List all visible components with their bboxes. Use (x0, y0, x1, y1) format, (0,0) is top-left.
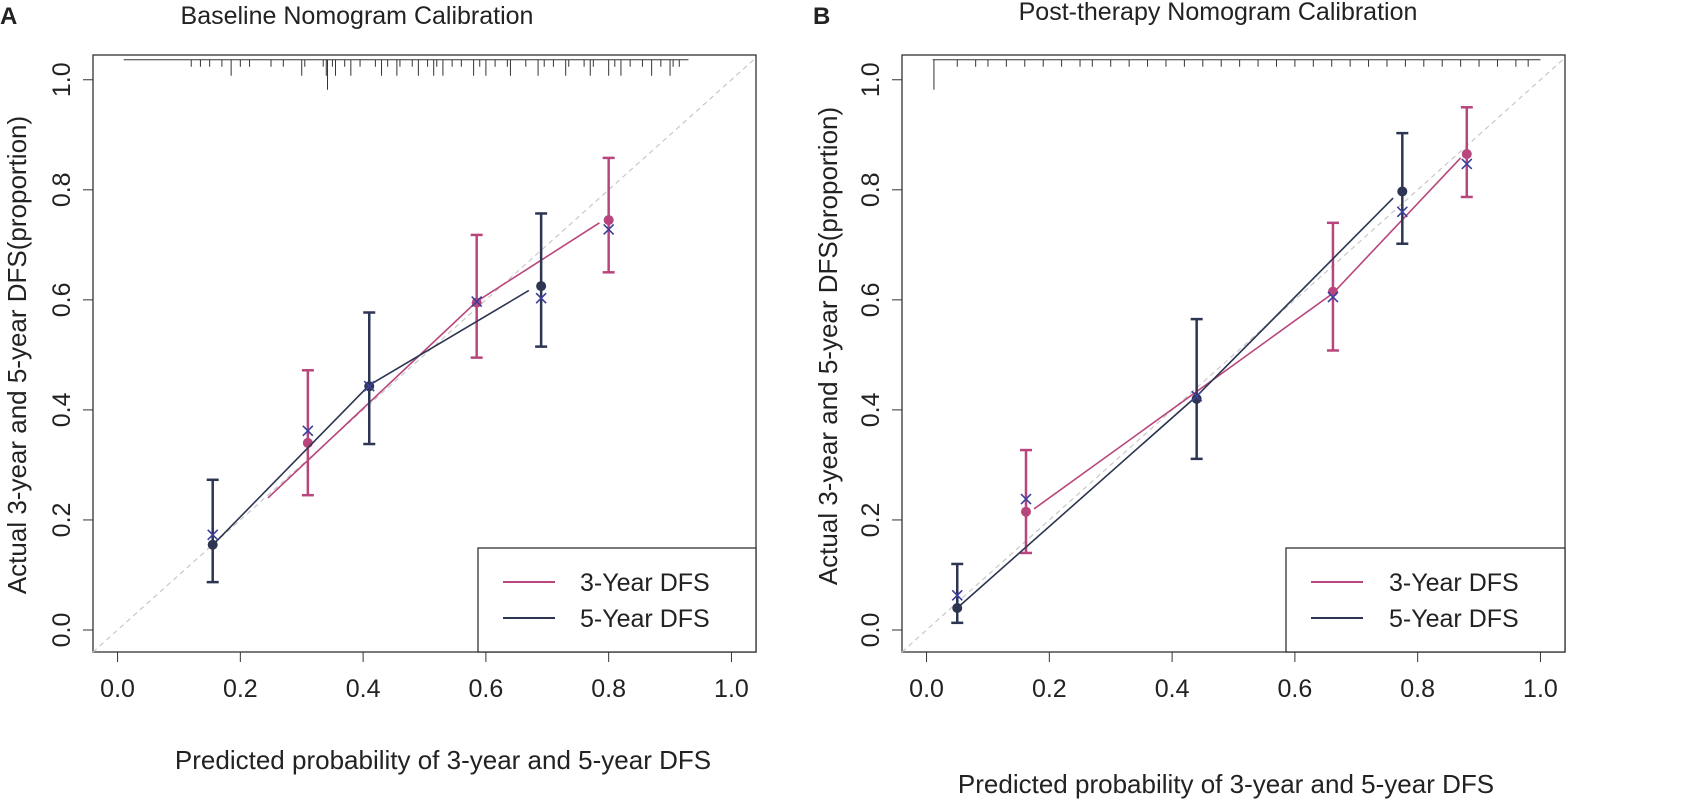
x-tick-label: 0.6 (1278, 675, 1313, 703)
calibration-line-3yr (1033, 157, 1462, 510)
bias-corrected-marker-3yr (1461, 158, 1473, 170)
x-tick-label: 0.4 (346, 675, 381, 703)
y-tick-label: 1.0 (48, 62, 76, 97)
x-tick-label: 0.8 (591, 675, 626, 703)
observed-point-5yr (1191, 393, 1202, 404)
legend-label-5yr: 5-Year DFS (580, 605, 710, 633)
y-tick-label: 0.6 (48, 282, 76, 317)
x-tick-label: 1.0 (714, 675, 749, 703)
x-tick-label: 0.2 (1032, 675, 1067, 703)
y-tick-label: 0.4 (48, 392, 76, 427)
panel-b: B Post-therapy Nomogram Calibration 0.0 0… (813, 0, 1566, 799)
panel-label: A (0, 3, 17, 30)
chart-title: Baseline Nomogram Calibration (181, 2, 534, 30)
y-tick-label: 1.0 (857, 62, 885, 97)
observed-point-5yr (952, 602, 963, 613)
y-tick-label: 0.8 (48, 172, 76, 207)
bias-corrected-marker-5yr (363, 380, 375, 392)
ideal-diagonal-line (92, 57, 757, 653)
observed-point-5yr (1397, 186, 1408, 197)
legend-box (477, 547, 757, 653)
y-axis-label: Actual 3-year and 5-year DFS(proportion) (813, 107, 843, 585)
legend-label-3yr: 3-Year DFS (1389, 569, 1519, 597)
observed-point-3yr (603, 215, 614, 226)
observed-point-5yr (536, 281, 547, 292)
observed-point-3yr (1327, 286, 1338, 297)
ideal-diagonal-line (901, 57, 1566, 653)
bias-corrected-marker-3yr (1327, 291, 1339, 303)
observed-point-3yr (1461, 149, 1472, 160)
chart-title: Post-therapy Nomogram Calibration (1019, 0, 1418, 26)
legend-label-5yr: 5-Year DFS (1389, 605, 1519, 633)
y-tick-label: 0.8 (857, 172, 885, 207)
panel-label: B (813, 3, 830, 30)
x-tick-label: 0.0 (909, 675, 944, 703)
y-tick-label: 0.0 (48, 613, 76, 648)
legend: 3-Year DFS 5-Year DFS (477, 547, 757, 653)
legend-box (1285, 547, 1566, 653)
x-tick-label: 0.4 (1155, 675, 1190, 703)
observed-point-3yr (302, 437, 313, 448)
panel-a: A Baseline Nomogram Calibration 0.0 0.2 0.… (0, 2, 757, 775)
bias-corrected-marker-5yr (535, 292, 547, 304)
legend: 3-Year DFS 5-Year DFS (1285, 547, 1566, 653)
x-axis-label: Predicted probability of 3-year and 5-ye… (175, 745, 711, 775)
legend-label-3yr: 3-Year DFS (580, 569, 710, 597)
bias-corrected-marker-5yr (207, 529, 219, 541)
bias-corrected-marker-3yr (1020, 493, 1032, 505)
x-axis-label: Predicted probability of 3-year and 5-ye… (958, 769, 1494, 799)
y-axis-label: Actual 3-year and 5-year DFS(proportion) (2, 116, 32, 594)
y-tick-label: 0.0 (857, 613, 885, 648)
x-tick-label: 0.0 (100, 675, 135, 703)
y-tick-label: 0.6 (857, 282, 885, 317)
y-tick-label: 0.2 (857, 503, 885, 538)
x-tick-label: 0.2 (223, 675, 258, 703)
observed-point-5yr (207, 539, 218, 550)
bias-corrected-marker-3yr (302, 425, 314, 437)
calibration-line-3yr (267, 222, 600, 499)
y-tick-label: 0.2 (48, 503, 76, 538)
bias-corrected-marker-5yr (1396, 206, 1408, 218)
calibration-line-5yr (215, 289, 530, 543)
x-tick-label: 0.6 (469, 675, 504, 703)
observed-point-3yr (1021, 506, 1032, 517)
y-tick-label: 0.4 (857, 392, 885, 427)
x-tick-label: 1.0 (1523, 675, 1558, 703)
x-tick-label: 0.8 (1400, 675, 1435, 703)
bias-corrected-marker-5yr (951, 589, 963, 601)
bias-corrected-marker-5yr (1191, 390, 1203, 402)
bias-corrected-marker-3yr (603, 223, 615, 235)
bias-corrected-marker-3yr (471, 295, 483, 308)
